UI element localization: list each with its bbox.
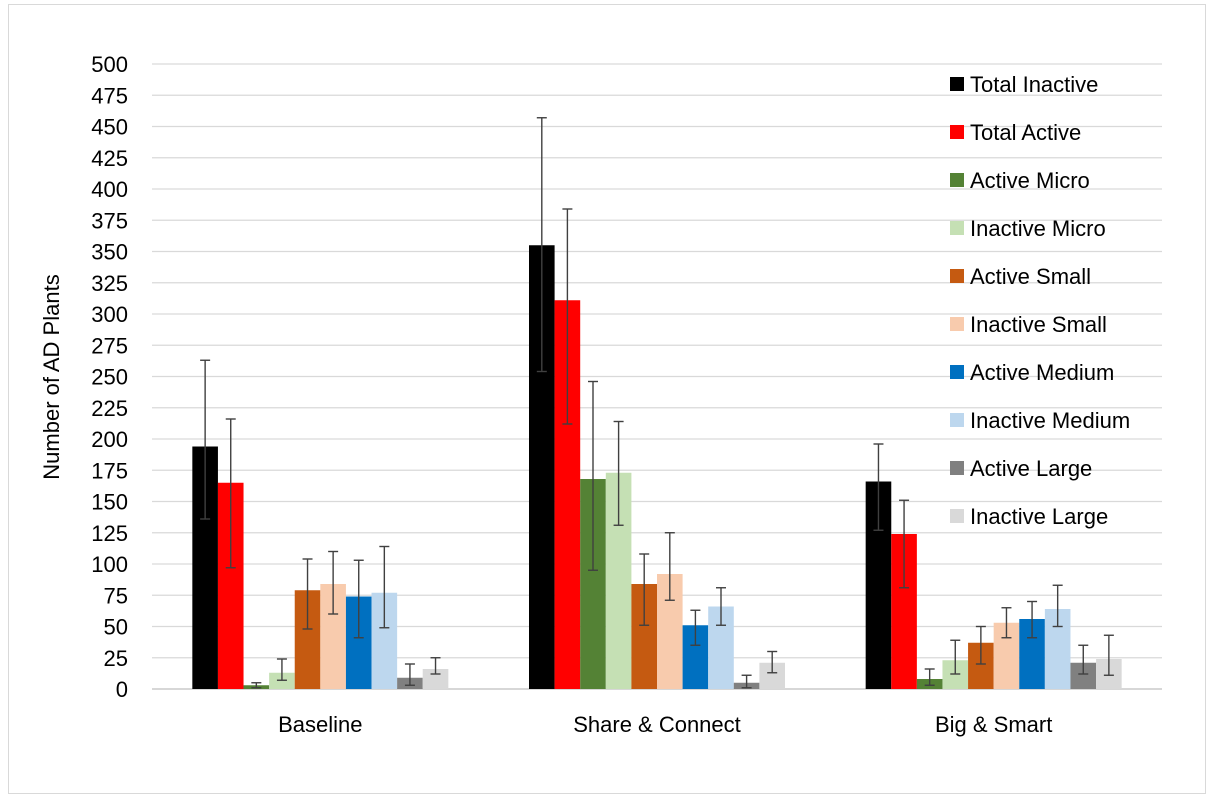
y-tick-label: 450	[91, 115, 128, 140]
legend-swatch	[950, 461, 964, 475]
y-tick-label: 350	[91, 240, 128, 265]
legend-label: Total Inactive	[970, 72, 1098, 97]
legend-label: Active Large	[970, 456, 1092, 481]
legend-label: Inactive Small	[970, 312, 1107, 337]
y-axis-label: Number of AD Plants	[39, 274, 64, 479]
y-tick-labels: 0 25 50 75 100 125 150 175 200 225 250 275 300 325 350…	[91, 52, 128, 702]
legend-label: Total Active	[970, 120, 1081, 145]
legend-label: Active Micro	[970, 168, 1090, 193]
legend-label: Inactive Medium	[970, 408, 1130, 433]
x-tick-labels: Baseline Share & Connect Big & Smart	[278, 712, 1052, 737]
gridlines	[152, 63, 1162, 690]
legend-swatch	[950, 509, 964, 523]
legend-swatch	[950, 269, 964, 283]
y-tick-label: 250	[91, 365, 128, 390]
y-tick-label: 125	[91, 521, 128, 546]
legend-label: Inactive Large	[970, 504, 1108, 529]
y-tick-label: 275	[91, 333, 128, 358]
legend-swatch	[950, 317, 964, 331]
y-tick-label: 25	[104, 646, 128, 671]
y-tick-label: 150	[91, 490, 128, 515]
legend-swatch	[950, 413, 964, 427]
legend-swatch	[950, 173, 964, 187]
y-tick-label: 100	[91, 552, 128, 577]
y-tick-label: 475	[91, 83, 128, 108]
legend-swatch	[950, 221, 964, 235]
legend-swatch	[950, 77, 964, 91]
y-tick-label: 75	[104, 583, 128, 608]
y-tick-label: 200	[91, 427, 128, 452]
bar	[422, 669, 449, 689]
legend: Total Inactive Total Active Active Micro In…	[950, 72, 1130, 529]
error-bars	[200, 117, 1114, 689]
x-tick-label: Big & Smart	[935, 712, 1052, 737]
y-tick-label: 225	[91, 396, 128, 421]
y-tick-label: 175	[91, 458, 128, 483]
legend-swatch	[950, 365, 964, 379]
x-tick-label: Baseline	[278, 712, 362, 737]
y-tick-label: 500	[91, 52, 128, 77]
y-tick-label: 50	[104, 615, 128, 640]
legend-label: Inactive Micro	[970, 216, 1106, 241]
y-tick-label: 325	[91, 271, 128, 296]
bars	[192, 245, 1122, 689]
legend-label: Active Medium	[970, 360, 1114, 385]
y-tick-label: 300	[91, 302, 128, 327]
legend-swatch	[950, 125, 964, 139]
y-tick-label: 400	[91, 177, 128, 202]
y-tick-label: 425	[91, 146, 128, 171]
y-tick-label: 375	[91, 208, 128, 233]
y-tick-label: 0	[116, 677, 128, 702]
legend-label: Active Small	[970, 264, 1091, 289]
x-tick-label: Share & Connect	[573, 712, 741, 737]
